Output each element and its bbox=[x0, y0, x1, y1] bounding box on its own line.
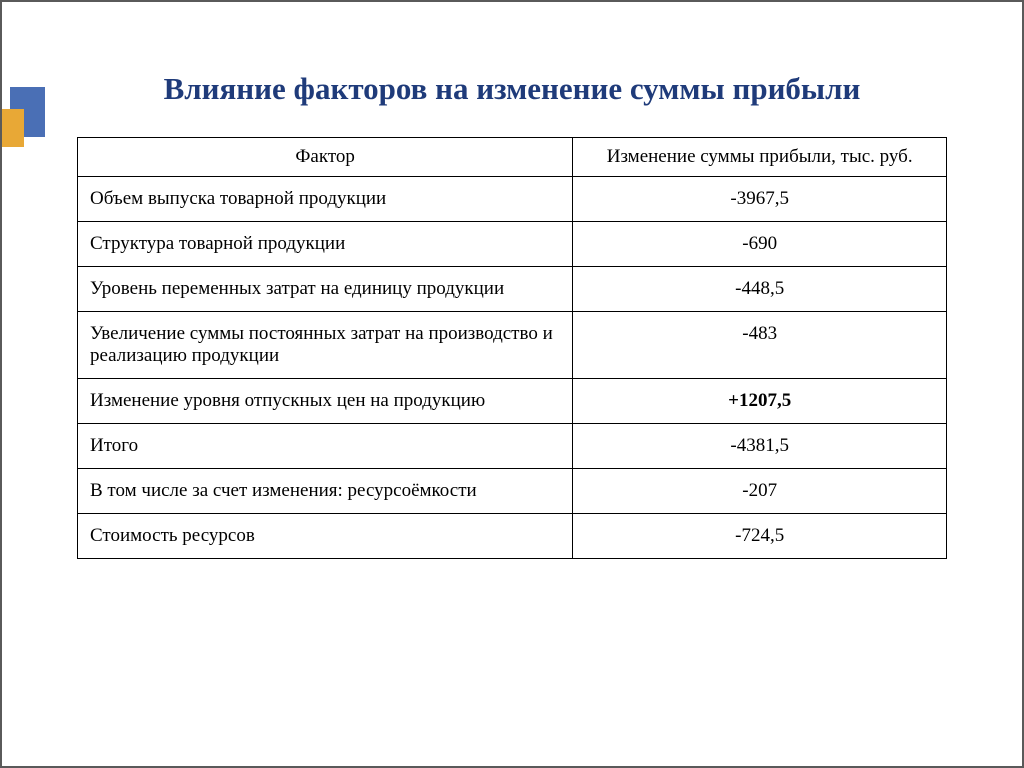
value-cell: -448,5 bbox=[573, 266, 947, 311]
factor-cell: Структура товарной продукции bbox=[78, 221, 573, 266]
value-cell: -690 bbox=[573, 221, 947, 266]
table-row: Объем выпуска товарной продукции -3967,5 bbox=[78, 176, 947, 221]
value-cell: -4381,5 bbox=[573, 423, 947, 468]
accent-decoration bbox=[2, 87, 47, 147]
table-row: Уровень переменных затрат на единицу про… bbox=[78, 266, 947, 311]
value-cell: -483 bbox=[573, 311, 947, 378]
factor-cell: Изменение уровня отпускных цен на продук… bbox=[78, 378, 573, 423]
table-row: Увеличение суммы постоянных затрат на пр… bbox=[78, 311, 947, 378]
value-cell: -3967,5 bbox=[573, 176, 947, 221]
factor-cell: Уровень переменных затрат на единицу про… bbox=[78, 266, 573, 311]
table-row: Изменение уровня отпускных цен на продук… bbox=[78, 378, 947, 423]
factor-cell: Объем выпуска товарной продукции bbox=[78, 176, 573, 221]
col-header-value: Изменение суммы прибыли, тыс. руб. bbox=[573, 137, 947, 176]
table-body: Объем выпуска товарной продукции -3967,5… bbox=[78, 176, 947, 558]
accent-orange-box bbox=[2, 109, 24, 147]
value-cell: -207 bbox=[573, 468, 947, 513]
factor-cell: Стоимость ресурсов bbox=[78, 513, 573, 558]
factor-cell: Увеличение суммы постоянных затрат на пр… bbox=[78, 311, 573, 378]
table-row: Итого -4381,5 bbox=[78, 423, 947, 468]
table-container: Фактор Изменение суммы прибыли, тыс. руб… bbox=[2, 119, 1022, 559]
table-row: Структура товарной продукции -690 bbox=[78, 221, 947, 266]
value-cell: +1207,5 bbox=[573, 378, 947, 423]
col-header-factor: Фактор bbox=[78, 137, 573, 176]
table-row: Стоимость ресурсов -724,5 bbox=[78, 513, 947, 558]
factors-table: Фактор Изменение суммы прибыли, тыс. руб… bbox=[77, 137, 947, 559]
slide-title: Влияние факторов на изменение суммы приб… bbox=[2, 2, 1022, 119]
factor-cell: Итого bbox=[78, 423, 573, 468]
factor-cell: В том числе за счет изменения: ресурсоём… bbox=[78, 468, 573, 513]
table-header-row: Фактор Изменение суммы прибыли, тыс. руб… bbox=[78, 137, 947, 176]
table-row: В том числе за счет изменения: ресурсоём… bbox=[78, 468, 947, 513]
value-cell: -724,5 bbox=[573, 513, 947, 558]
